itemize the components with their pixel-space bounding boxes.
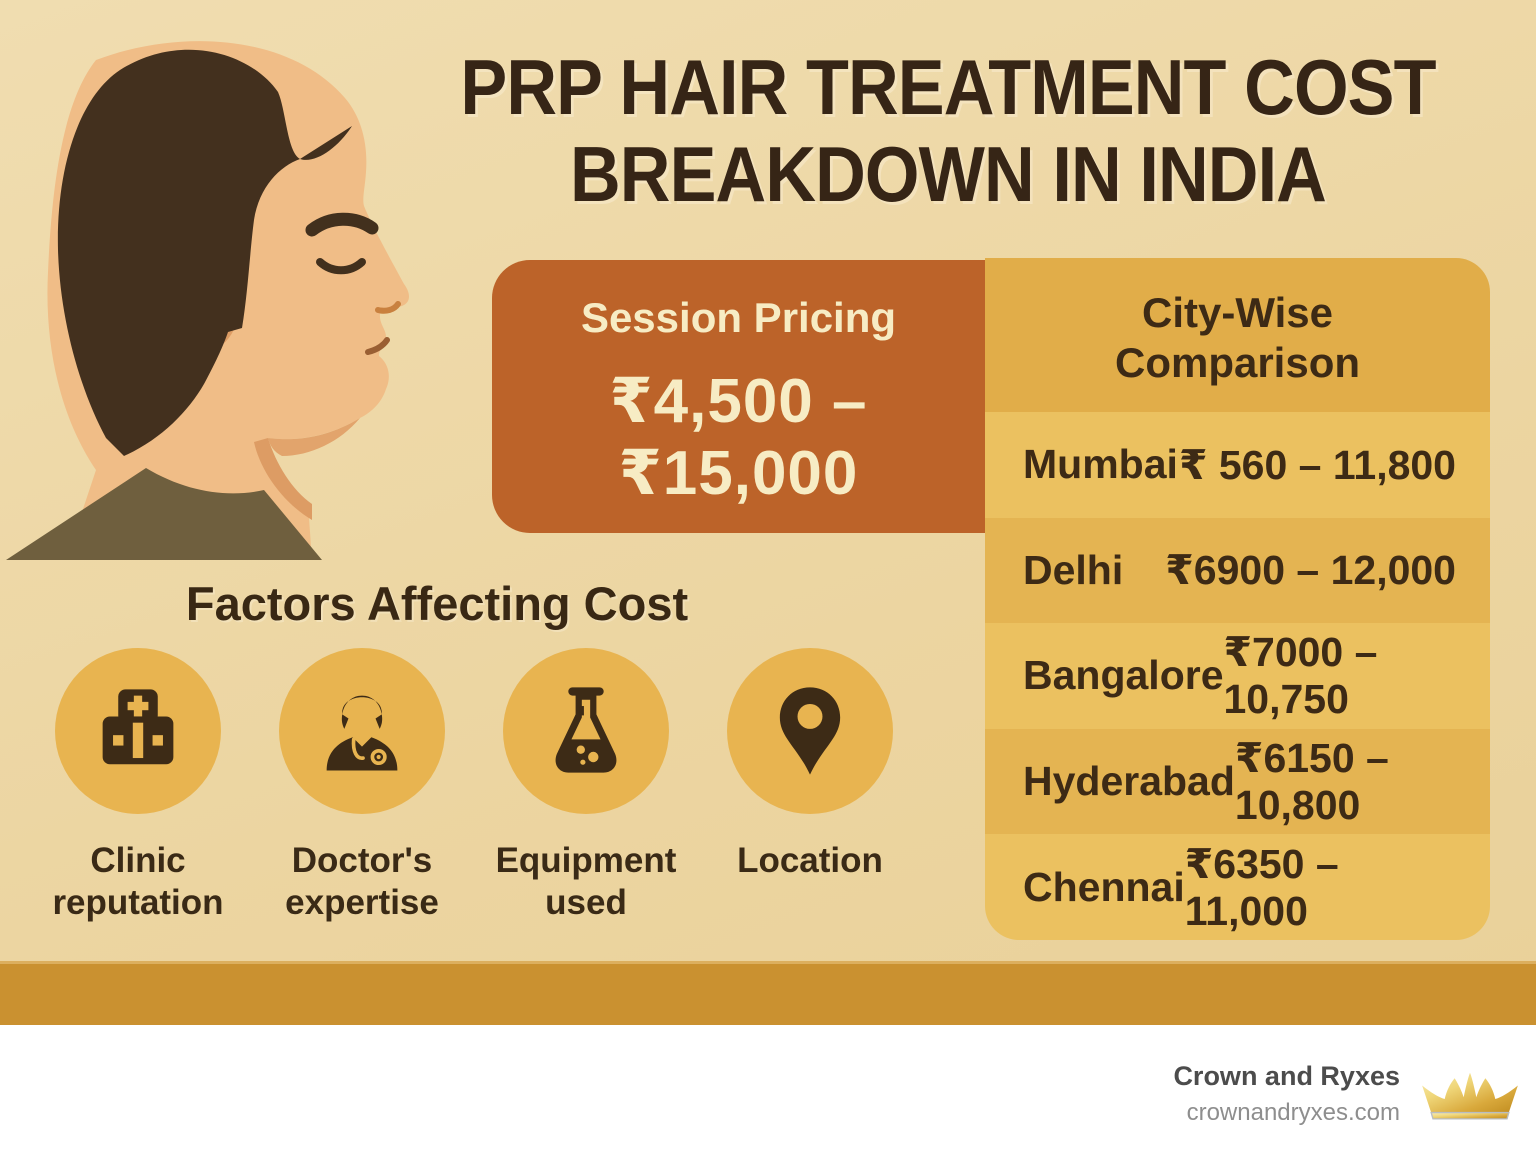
brand-name: Crown and Ryxes xyxy=(1173,1061,1400,1091)
brand-website: crownandryxes.com xyxy=(1186,1099,1400,1126)
factor-doctors-expertise: Doctor's expertise xyxy=(252,648,472,924)
factor-clinic-reputation: Clinic reputation xyxy=(28,648,248,924)
city-name: Bangalore xyxy=(1023,652,1224,699)
brand-block: Crown and Ryxes crownandryxes.com xyxy=(1173,1061,1400,1127)
factor-label: Equipment used xyxy=(495,841,677,922)
factors-row: Clinic reputation Doctor's expertise xyxy=(28,648,920,924)
closed-eye xyxy=(316,258,366,275)
factor-circle xyxy=(55,648,221,814)
session-pricing-card: Session Pricing ₹4,500 – ₹15,000 xyxy=(492,260,985,533)
session-price-line2: ₹15,000 xyxy=(618,438,859,508)
city-comparison-panel: City-Wise Comparison Mumbai ₹ 560 – 11,8… xyxy=(985,258,1490,940)
city-name: Hyderabad xyxy=(1023,758,1235,805)
chin-shadow xyxy=(268,418,360,456)
eyebrow xyxy=(305,212,379,237)
table-row: Bangalore ₹7000 – 10,750 xyxy=(985,623,1490,729)
city-price: ₹6350 – 11,000 xyxy=(1184,840,1339,934)
city-heading-line2: Comparison xyxy=(1114,339,1361,387)
table-row: Hyderabad ₹6150 – 10,800 xyxy=(985,728,1490,835)
factor-circle xyxy=(279,648,445,814)
mouth-line xyxy=(365,337,390,355)
page-title: PRP HAIR TREATMENT COST BREAKDOWN IN IND… xyxy=(426,43,1470,219)
factor-label: Clinic reputation xyxy=(52,841,224,922)
factors-heading: Factors Affecting Cost xyxy=(185,577,689,630)
city-price: ₹6150 – 10,800 xyxy=(1234,735,1389,829)
table-row: Chennai ₹6350 – 11,000 xyxy=(985,834,1490,940)
neck-shadow xyxy=(254,438,312,520)
title-line1: PRP HAIR TREATMENT COST xyxy=(460,43,1436,131)
city-price: ₹6900 – 12,000 xyxy=(1165,547,1456,594)
crown-icon xyxy=(1422,1072,1518,1120)
table-row: Delhi ₹6900 – 12,000 xyxy=(985,517,1490,624)
title-line2: BREAKDOWN IN INDIA xyxy=(570,130,1327,219)
factor-label: Doctor's expertise xyxy=(285,841,439,922)
city-price: ₹ 560 – 11,800 xyxy=(1178,441,1456,488)
factor-location: Location xyxy=(700,648,920,924)
man-profile-illustration xyxy=(6,41,409,560)
location-pin-icon xyxy=(779,687,841,775)
hair xyxy=(57,49,353,457)
factor-circle xyxy=(727,648,893,814)
factor-equipment-used: Equipment used xyxy=(476,648,696,924)
session-price-line1: ₹4,500 – xyxy=(609,367,868,436)
city-comparison-heading: City-Wise Comparison xyxy=(985,258,1490,412)
nostril-line xyxy=(375,301,401,314)
factor-circle xyxy=(503,648,669,814)
city-name: Mumbai xyxy=(1023,441,1178,488)
city-price: ₹7000 – 10,750 xyxy=(1223,629,1378,723)
doctor-icon xyxy=(326,695,398,771)
city-name: Delhi xyxy=(1023,546,1124,593)
city-rows: Mumbai ₹ 560 – 11,800 Delhi ₹6900 – 12,0… xyxy=(985,412,1490,940)
table-row: Mumbai ₹ 560 – 11,800 xyxy=(985,412,1490,518)
bottom-gold-bar xyxy=(0,961,1536,1025)
clinic-icon xyxy=(102,689,174,765)
shirt xyxy=(6,468,322,560)
footer: Crown and Ryxes crownandryxes.com xyxy=(0,1025,1536,1154)
session-pricing-heading: Session Pricing xyxy=(580,294,897,341)
flask-icon xyxy=(555,687,617,773)
session-price-range: ₹4,500 – ₹15,000 xyxy=(492,366,985,510)
factor-label: Location xyxy=(737,841,883,880)
city-heading-line1: City-Wise xyxy=(1142,289,1333,336)
city-name: Chennai xyxy=(1023,863,1185,910)
